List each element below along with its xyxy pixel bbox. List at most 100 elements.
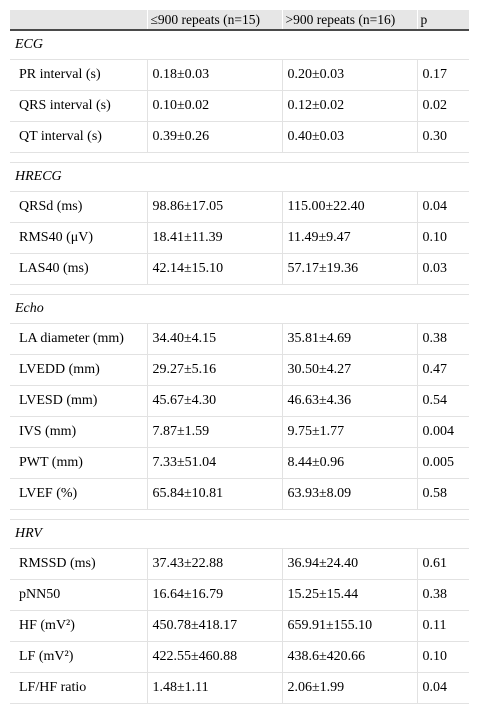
p-value: 0.004 — [417, 416, 469, 448]
table-row: QT interval (s) 0.39±0.26 0.40±0.03 0.30 — [10, 121, 469, 153]
value-high: 438.6±420.66 — [282, 641, 418, 673]
header-cell-group-high: >900 repeats (n=16) — [282, 10, 418, 31]
value-low: 45.67±4.30 — [147, 385, 283, 417]
section-heading: Echo — [10, 294, 469, 324]
row-label: LVEF (%) — [10, 478, 148, 510]
row-label: LVESD (mm) — [10, 385, 148, 417]
value-high: 35.81±4.69 — [282, 323, 418, 355]
header-cell-label — [10, 10, 148, 31]
value-high: 15.25±15.44 — [282, 579, 418, 611]
table-row: pNN50 16.64±16.79 15.25±15.44 0.38 — [10, 579, 469, 611]
p-value: 0.11 — [417, 610, 469, 642]
p-value: 0.47 — [417, 354, 469, 386]
value-high: 36.94±24.40 — [282, 548, 418, 580]
p-value: 0.10 — [417, 641, 469, 673]
row-label: IVS (mm) — [10, 416, 148, 448]
value-high: 115.00±22.40 — [282, 191, 418, 223]
row-label: LAS40 (ms) — [10, 253, 148, 285]
value-high: 57.17±19.36 — [282, 253, 418, 285]
value-low: 34.40±4.15 — [147, 323, 283, 355]
header-row: ≤900 repeats (n=15) >900 repeats (n=16) … — [10, 10, 469, 31]
section-heading: HRECG — [10, 162, 469, 192]
row-label: HF (mV²) — [10, 610, 148, 642]
value-high: 659.91±155.10 — [282, 610, 418, 642]
row-label: RMSSD (ms) — [10, 548, 148, 580]
value-low: 18.41±11.39 — [147, 222, 283, 254]
section-heading: ECG — [10, 30, 469, 60]
value-low: 422.55±460.88 — [147, 641, 283, 673]
p-value: 0.17 — [417, 59, 469, 91]
row-label: LVEDD (mm) — [10, 354, 148, 386]
p-value: 0.04 — [417, 672, 469, 704]
row-label: QRS interval (s) — [10, 90, 148, 122]
value-high: 2.06±1.99 — [282, 672, 418, 704]
section-spacer — [10, 509, 469, 520]
p-value: 0.61 — [417, 548, 469, 580]
table-row: IVS (mm) 7.87±1.59 9.75±1.77 0.004 — [10, 416, 469, 448]
spacer-cell — [10, 152, 469, 163]
p-value: 0.38 — [417, 323, 469, 355]
p-value: 0.30 — [417, 121, 469, 153]
table-body: ECG PR interval (s) 0.18±0.03 0.20±0.03 0.17… — [10, 30, 469, 704]
p-value: 0.005 — [417, 447, 469, 479]
table-row: RMS40 (μV) 18.41±11.39 11.49±9.47 0.10 — [10, 222, 469, 254]
section-heading-row: Echo — [10, 294, 469, 324]
table-row: LVESD (mm) 45.67±4.30 46.63±4.36 0.54 — [10, 385, 469, 417]
section-spacer — [10, 284, 469, 295]
value-low: 65.84±10.81 — [147, 478, 283, 510]
table-row: LF (mV²) 422.55±460.88 438.6±420.66 0.10 — [10, 641, 469, 673]
p-value: 0.04 — [417, 191, 469, 223]
p-value: 0.38 — [417, 579, 469, 611]
row-label: LF (mV²) — [10, 641, 148, 673]
p-value: 0.10 — [417, 222, 469, 254]
section-heading-row: ECG — [10, 30, 469, 60]
table-row: LVEF (%) 65.84±10.81 63.93±8.09 0.58 — [10, 478, 469, 510]
value-high: 8.44±0.96 — [282, 447, 418, 479]
value-low: 16.64±16.79 — [147, 579, 283, 611]
spacer-cell — [10, 284, 469, 295]
comparison-table: ≤900 repeats (n=15) >900 repeats (n=16) … — [10, 10, 469, 704]
table-row: QRS interval (s) 0.10±0.02 0.12±0.02 0.02 — [10, 90, 469, 122]
table-row: PWT (mm) 7.33±51.04 8.44±0.96 0.005 — [10, 447, 469, 479]
value-low: 450.78±418.17 — [147, 610, 283, 642]
table-container: ≤900 repeats (n=15) >900 repeats (n=16) … — [10, 10, 469, 704]
row-label: LA diameter (mm) — [10, 323, 148, 355]
value-high: 0.12±0.02 — [282, 90, 418, 122]
value-low: 0.39±0.26 — [147, 121, 283, 153]
row-label: PWT (mm) — [10, 447, 148, 479]
value-high: 63.93±8.09 — [282, 478, 418, 510]
header-cell-group-low: ≤900 repeats (n=15) — [147, 10, 283, 31]
value-low: 29.27±5.16 — [147, 354, 283, 386]
value-high: 11.49±9.47 — [282, 222, 418, 254]
table-row: LAS40 (ms) 42.14±15.10 57.17±19.36 0.03 — [10, 253, 469, 285]
value-high: 0.40±0.03 — [282, 121, 418, 153]
row-label: QT interval (s) — [10, 121, 148, 153]
p-value: 0.03 — [417, 253, 469, 285]
p-value: 0.58 — [417, 478, 469, 510]
section-spacer — [10, 152, 469, 163]
section-heading-row: HRV — [10, 519, 469, 549]
table-row: LVEDD (mm) 29.27±5.16 30.50±4.27 0.47 — [10, 354, 469, 386]
row-label: pNN50 — [10, 579, 148, 611]
p-value: 0.54 — [417, 385, 469, 417]
value-low: 0.10±0.02 — [147, 90, 283, 122]
value-low: 42.14±15.10 — [147, 253, 283, 285]
row-label: PR interval (s) — [10, 59, 148, 91]
value-low: 1.48±1.11 — [147, 672, 283, 704]
value-high: 9.75±1.77 — [282, 416, 418, 448]
value-high: 30.50±4.27 — [282, 354, 418, 386]
section-heading: HRV — [10, 519, 469, 549]
row-label: LF/HF ratio — [10, 672, 148, 704]
value-high: 0.20±0.03 — [282, 59, 418, 91]
table-row: PR interval (s) 0.18±0.03 0.20±0.03 0.17 — [10, 59, 469, 91]
value-low: 7.87±1.59 — [147, 416, 283, 448]
header-cell-p: p — [417, 10, 469, 31]
table-row: RMSSD (ms) 37.43±22.88 36.94±24.40 0.61 — [10, 548, 469, 580]
table-row: LF/HF ratio 1.48±1.11 2.06±1.99 0.04 — [10, 672, 469, 704]
section-heading-row: HRECG — [10, 162, 469, 192]
value-low: 37.43±22.88 — [147, 548, 283, 580]
table-row: HF (mV²) 450.78±418.17 659.91±155.10 0.11 — [10, 610, 469, 642]
p-value: 0.02 — [417, 90, 469, 122]
spacer-cell — [10, 509, 469, 520]
value-low: 0.18±0.03 — [147, 59, 283, 91]
